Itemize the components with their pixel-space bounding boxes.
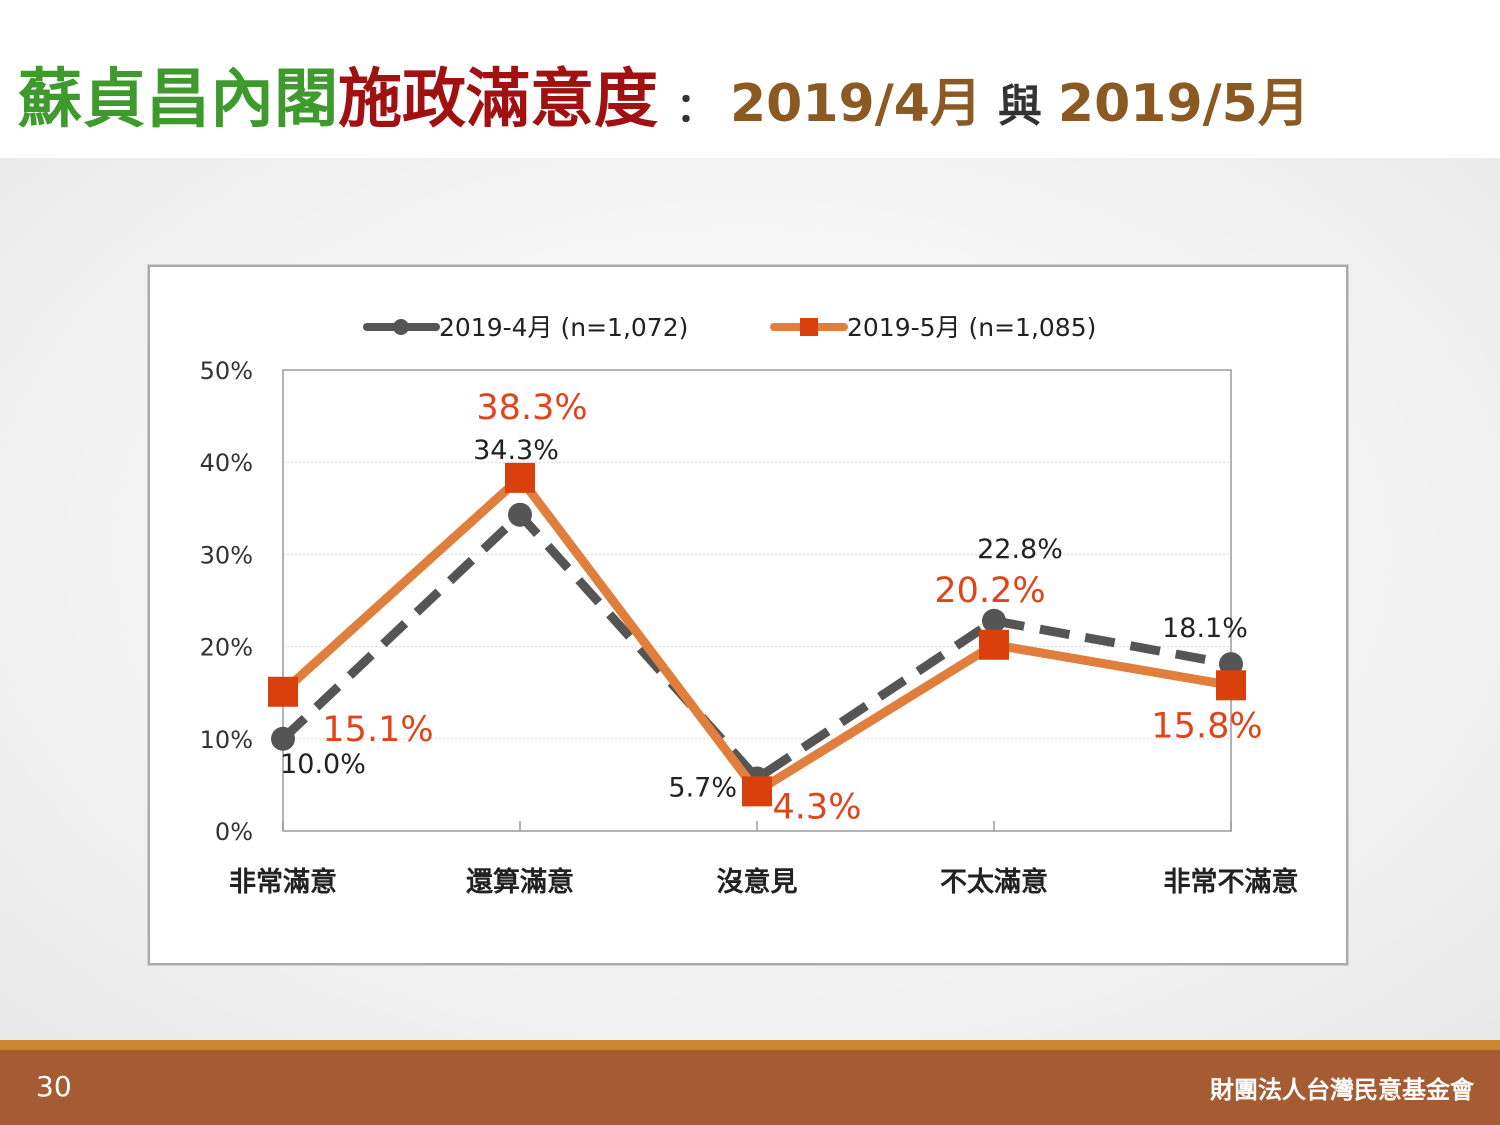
y-tick-label: 30% — [200, 541, 253, 569]
title-date-april: 2019/4月 — [730, 74, 982, 134]
series-april-point — [271, 726, 295, 751]
page-title: 蘇貞昌內閣 施政滿意度 ： 2019/4月 與 2019/5月 — [18, 48, 1310, 137]
x-tick-label: 非常滿意 — [229, 866, 337, 898]
series-april-point — [1219, 652, 1243, 677]
title-cabinet: 蘇貞昌內閣 — [18, 63, 338, 137]
x-tick-label: 不太滿意 — [940, 866, 1048, 898]
data-label-april: 34.3% — [473, 435, 559, 466]
y-tick-label: 50% — [200, 357, 253, 385]
title-connector: 與 — [997, 81, 1042, 132]
chart-frame: 0% 10% 20% 30% 40% 50% 非常滿意 還算滿意 沒意見 不太滿意 非常不滿意 10.… — [148, 265, 1348, 965]
series-may-point — [979, 629, 1009, 660]
x-tick-label: 非常不滿意 — [1164, 866, 1299, 898]
page-number: 30 — [36, 1070, 72, 1103]
footer-stripe — [0, 1040, 1500, 1050]
data-label-may: 4.3% — [773, 787, 862, 827]
legend-april-label: 2019-4月 (n=1,072) — [439, 313, 688, 342]
data-label-april: 18.1% — [1162, 613, 1248, 644]
y-tick-label: 20% — [200, 634, 253, 662]
organization-name: 財團法人台灣民意基金會 — [1210, 1076, 1474, 1104]
title-bar: 蘇貞昌內閣 施政滿意度 ： 2019/4月 與 2019/5月 — [0, 0, 1500, 158]
data-label-may: 15.8% — [1151, 706, 1262, 746]
data-label-may: 38.3% — [476, 388, 587, 428]
series-april-point — [982, 608, 1006, 633]
data-label-may: 15.1% — [322, 710, 433, 750]
y-tick-label: 40% — [200, 449, 253, 477]
y-tick-label: 10% — [200, 726, 253, 754]
data-label-may: 20.2% — [934, 571, 1045, 611]
series-may-point — [268, 676, 298, 707]
legend-april-marker — [393, 319, 409, 335]
series-april-point — [508, 502, 532, 527]
title-colon: ： — [676, 85, 716, 131]
title-satisfaction: 施政滿意度 — [338, 63, 658, 137]
x-tick-label: 沒意見 — [717, 866, 798, 898]
legend-may-marker — [800, 318, 818, 336]
series-may-point — [1216, 670, 1246, 701]
series-may-point — [505, 462, 535, 493]
y-tick-label: 0% — [215, 818, 253, 846]
title-date-may: 2019/5月 — [1057, 74, 1310, 134]
line-chart: 0% 10% 20% 30% 40% 50% 非常滿意 還算滿意 沒意見 不太滿意 非常不滿意 10.… — [200, 313, 1299, 898]
data-label-april: 5.7% — [668, 772, 737, 803]
footer-bar: 30 財團法人台灣民意基金會 — [0, 1050, 1500, 1125]
series-may-point — [742, 776, 772, 807]
x-tick-label: 還算滿意 — [466, 866, 574, 898]
data-label-april: 22.8% — [977, 534, 1063, 565]
data-label-april: 10.0% — [280, 749, 366, 780]
legend-may-label: 2019-5月 (n=1,085) — [847, 313, 1096, 342]
